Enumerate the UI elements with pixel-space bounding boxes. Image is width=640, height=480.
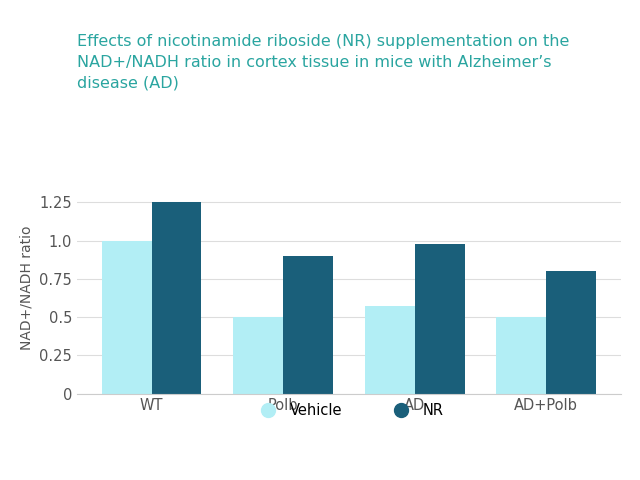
Bar (102, 240, 152, 394)
Bar (233, 317, 283, 394)
Y-axis label: NAD+/NADH ratio: NAD+/NADH ratio (20, 226, 34, 350)
Bar (546, 271, 596, 394)
Bar (152, 202, 202, 394)
Bar (365, 306, 415, 394)
Legend: Vehicle, NR: Vehicle, NR (248, 397, 450, 424)
Bar (415, 244, 465, 394)
Bar (496, 317, 546, 394)
Bar (283, 256, 333, 394)
Text: Effects of nicotinamide riboside (NR) supplementation on the
NAD+/NADH ratio in : Effects of nicotinamide riboside (NR) su… (77, 34, 569, 91)
